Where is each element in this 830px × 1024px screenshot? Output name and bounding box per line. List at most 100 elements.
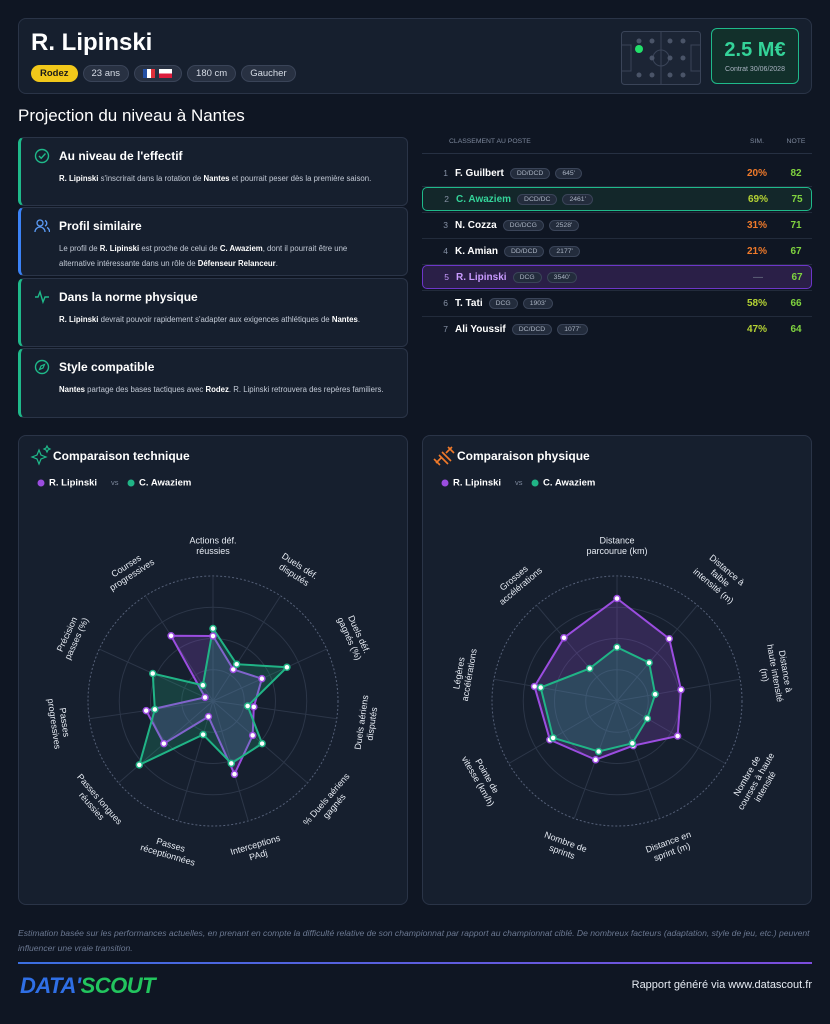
text: . <box>357 315 360 324</box>
text: Nantes <box>331 315 358 324</box>
footer-line <box>18 962 812 964</box>
chart-panel: Comparaison technique R. Lipinski vs C. Awa… <box>18 435 408 905</box>
spoke <box>616 700 726 764</box>
rank: 6 <box>443 298 448 308</box>
player-name: N. Cozza <box>455 219 497 231</box>
similarity: 69% <box>747 193 768 205</box>
radar-point <box>160 739 168 748</box>
radar-point <box>250 703 258 711</box>
axis-label: Passesréceptionnées <box>139 832 200 868</box>
radar-point <box>677 685 685 694</box>
table-row: 4 K. Amian DD/DCD 2177' 21% 67 <box>422 239 812 263</box>
card-title: Profil similaire <box>59 219 142 233</box>
logo-text: SCOUT <box>80 973 156 998</box>
text: C. Awaziem <box>219 244 263 253</box>
value-box: 2.5 M€ Contrat 30/06/2028 <box>711 28 799 84</box>
minutes-tag: 1077' <box>557 323 588 335</box>
radar-point <box>651 690 659 699</box>
divider <box>422 316 812 317</box>
minutes-tag: 1903' <box>522 297 554 309</box>
spoke <box>508 700 618 764</box>
axis-label: Distance parcourue (km) <box>586 536 647 557</box>
radar-point <box>229 665 238 674</box>
position-tag: DCG <box>512 271 542 283</box>
legend-dot <box>127 479 135 487</box>
similarity: 21% <box>746 245 767 257</box>
pitch-icon <box>621 31 701 85</box>
legend-label: R. Lipinski <box>49 478 97 489</box>
chart-panel: Comparaison physique R. Lipinski vs C. Awaz… <box>422 435 812 905</box>
legend-separator: vs <box>111 478 119 487</box>
radar-point <box>536 683 545 692</box>
axis-label: Grossesaccélérations <box>490 557 544 607</box>
text: . R. Lipinski retrouvera des repères fam… <box>228 385 384 394</box>
radar-point <box>151 705 159 714</box>
radar-point <box>549 734 557 742</box>
divider <box>422 264 812 265</box>
card-body: Le profil de R. Lipinski est proche de c… <box>59 241 385 271</box>
axis-label: Duels déf.disputés <box>274 551 319 590</box>
rating: 71 <box>790 219 802 231</box>
axis-label: Duels déf.gagnés (%) <box>335 611 373 661</box>
flags <box>143 69 173 78</box>
position-tag: DCD/DC <box>517 193 558 205</box>
radar-point <box>227 759 236 768</box>
player-name: R. Lipinski <box>31 29 153 56</box>
spoke <box>212 595 282 702</box>
axis-label: Passes longuesréussies <box>67 772 124 834</box>
divider <box>422 186 812 187</box>
card-icon <box>34 148 50 164</box>
logo: DATA'SCOUT <box>20 973 156 999</box>
text: Nantes <box>59 385 85 394</box>
rating: 67 <box>790 245 802 257</box>
player-name: K. Amian <box>455 245 498 257</box>
text: partage des bases tactiques avec <box>85 385 206 394</box>
axis-label: Pointe devitesse (km/h) <box>460 749 506 808</box>
legend-label: C. Awaziem <box>139 478 191 489</box>
card-body: Nantes partage des bases tactiques avec … <box>59 382 385 397</box>
text: Défenseur Relanceur <box>197 259 276 268</box>
similarity: 31% <box>746 219 767 231</box>
axis-label: Nombre desprints <box>539 830 588 864</box>
radar-point <box>258 739 266 748</box>
axis-label: Distance àhaute intensité(m) <box>755 642 796 705</box>
text: Le profil de <box>59 244 100 253</box>
card: Dans la norme physique R. Lipinski devra… <box>18 278 408 347</box>
radar-point <box>594 747 603 756</box>
legend-separator: vs <box>515 478 523 487</box>
club-tag: Rodez <box>31 65 78 82</box>
divider <box>422 290 812 291</box>
text: , dont il pourrait être une alternative … <box>59 244 348 268</box>
age-tag: 23 ans <box>82 65 130 82</box>
rank: 4 <box>443 246 448 256</box>
chart-icon <box>433 446 455 466</box>
credit: Rapport généré via www.datascout.fr <box>631 979 812 991</box>
text: R. Lipinski <box>59 174 99 183</box>
player-name: C. Awaziem <box>456 193 512 205</box>
table-row: 6 T. Tati DCG 1903' 58% 66 <box>422 291 812 315</box>
radar-point <box>560 634 568 642</box>
player-tags: Rodez 23 ans 180 cm Gaucher <box>31 65 301 82</box>
card-title: Style compatible <box>59 360 155 374</box>
axis-label: Actions déf. réussies <box>189 536 236 557</box>
radar-area <box>137 625 290 767</box>
spoke <box>616 604 698 702</box>
similarity: 47% <box>746 323 767 335</box>
axis-label: InterceptionsPAdj <box>229 833 285 867</box>
text: . <box>275 259 278 268</box>
card-icon <box>34 219 50 233</box>
contract: Contrat 30/06/2028 <box>725 66 785 73</box>
player-name: F. Guilbert <box>455 167 504 179</box>
position-tag: DC/DCD <box>511 323 553 335</box>
radar-point <box>628 739 637 748</box>
similarity: 58% <box>746 297 767 309</box>
radar-point <box>643 714 652 723</box>
rating: 75 <box>791 193 803 205</box>
axis-label: Distance ensprint (m) <box>644 829 696 865</box>
card-body: R. Lipinski s'inscrirait dans la rotatio… <box>59 171 385 186</box>
card: Profil similaire Le profil de R. Lipinsk… <box>18 207 408 276</box>
similarity: 20% <box>746 167 767 179</box>
table-row: 5 R. Lipinski DCG 3540' — 67 <box>422 265 812 289</box>
chart-title: Comparaison technique <box>53 449 190 463</box>
radar-point <box>209 632 217 640</box>
